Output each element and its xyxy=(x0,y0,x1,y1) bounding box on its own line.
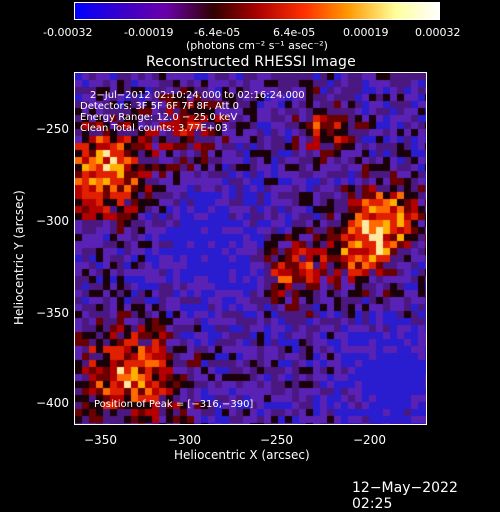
colorbar-tick-4: 6.4e-05 xyxy=(273,26,316,39)
ytick-2: −300 xyxy=(36,214,69,228)
plot-title: Reconstructed RHESSI Image xyxy=(146,54,356,70)
ytick-1: −250 xyxy=(36,122,69,136)
colorbar-gradient xyxy=(75,3,439,19)
xtick-4: −200 xyxy=(353,433,386,447)
ytick-3: −350 xyxy=(36,306,69,320)
info-line-3: Energy Range: 12.0 − 25.0 keV xyxy=(80,112,238,123)
colorbar-tick-1: -0.00032 xyxy=(43,26,93,39)
colorbar-tick-6: 0.00032 xyxy=(415,26,461,39)
colorbar xyxy=(74,2,440,20)
colorbar-tick-5: 0.00019 xyxy=(343,26,389,39)
x-axis-label: Heliocentric X (arcsec) xyxy=(174,448,310,462)
info-line-1: 2−Jul−2012 02:10:24.000 to 02:16:24.000 xyxy=(90,90,305,101)
info-line-2: Detectors: 3F 5F 6F 7F 8F, Att 0 xyxy=(80,101,240,112)
peak-position: Position of Peak = [−316,−390] xyxy=(94,399,254,410)
plot-frame xyxy=(74,72,427,425)
xtick-1: −350 xyxy=(84,433,117,447)
footer-timestamp: 12−May−2022 02:25 xyxy=(352,480,458,512)
colorbar-tick-3: -6.4e-05 xyxy=(194,26,241,39)
ytick-4: −400 xyxy=(36,396,69,410)
colorbar-unit-label: (photons cm⁻² s⁻¹ asec⁻²) xyxy=(186,39,328,52)
y-axis-label: Heliocentric Y (arcsec) xyxy=(12,190,26,325)
xtick-3: −250 xyxy=(260,433,293,447)
xtick-2: −300 xyxy=(168,433,201,447)
rhessi-image xyxy=(75,73,426,424)
info-line-4: Clean Total counts: 3.77E+03 xyxy=(80,123,228,134)
colorbar-tick-2: -0.00019 xyxy=(124,26,174,39)
